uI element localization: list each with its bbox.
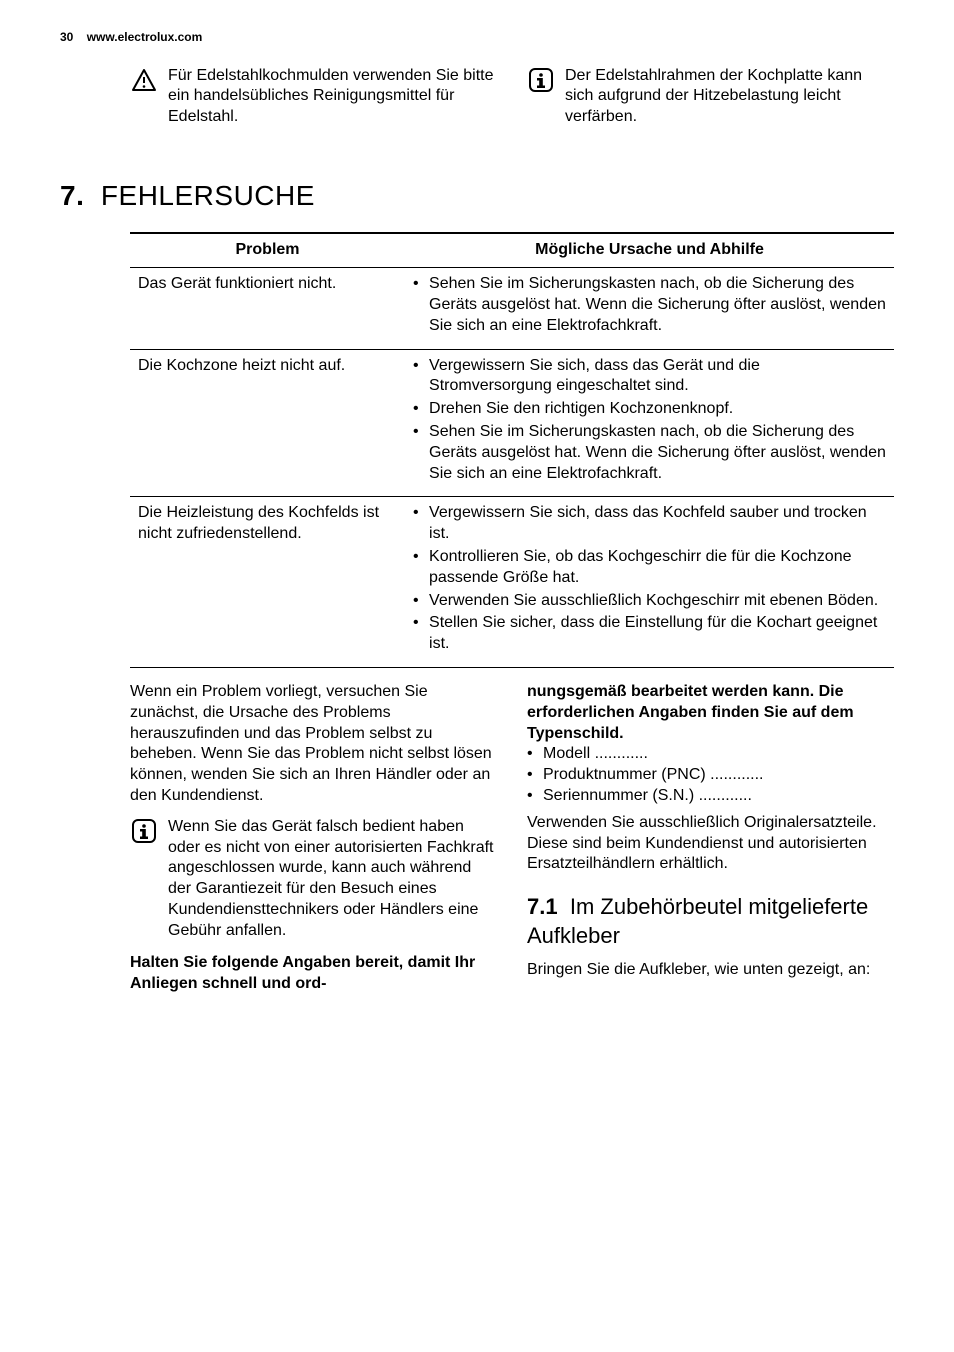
cell-problem: Die Kochzone heizt nicht auf. bbox=[130, 349, 405, 497]
page-header: 30 www.electrolux.com bbox=[60, 30, 894, 46]
list-item: Produktnummer (PNC) ............ bbox=[527, 765, 894, 786]
cause-item: Drehen Sie den richtigen Kochzonenknopf. bbox=[413, 399, 886, 420]
bold-lead-start: Halten Sie folgende Angaben bereit, dami… bbox=[130, 953, 497, 995]
required-info-list: Modell ............ Produktnummer (PNC) … bbox=[527, 744, 894, 806]
info-text-top: Der Edelstahlrahmen der Kochplatte kann … bbox=[565, 66, 894, 128]
info-note-top: Der Edelstahlrahmen der Kochplatte kann … bbox=[527, 66, 894, 128]
info-note-lower: Wenn Sie das Gerät falsch bedient haben … bbox=[130, 817, 497, 942]
right-para-last: Bringen Sie die Aufkleber, wie unten gez… bbox=[527, 960, 894, 981]
lower-columns: Wenn ein Problem vorliegt, versuchen Sie… bbox=[130, 682, 894, 995]
troubleshooting-table: Problem Mögliche Ursache und Abhilfe Das… bbox=[130, 232, 894, 668]
info-note-lower-text: Wenn Sie das Gerät falsch bedient haben … bbox=[168, 817, 497, 942]
cell-problem: Das Gerät funktioniert nicht. bbox=[130, 268, 405, 349]
top-notes-row: Für Edelstahlkochmulden verwenden Sie bi… bbox=[130, 66, 894, 128]
bold-lead-end: nungsgemäß bearbeitet werden kann. Die e… bbox=[527, 682, 894, 744]
cause-item: Kontrollieren Sie, ob das Kochgeschirr d… bbox=[413, 547, 886, 589]
left-column: Wenn ein Problem vorliegt, versuchen Sie… bbox=[130, 682, 497, 995]
cell-problem: Die Heizleistung des Kochfelds ist nicht… bbox=[130, 497, 405, 668]
right-column: nungsgemäß bearbeitet werden kann. Die e… bbox=[527, 682, 894, 995]
table-row: Die Kochzone heizt nicht auf. Vergewisse… bbox=[130, 349, 894, 497]
th-problem: Problem bbox=[130, 233, 405, 267]
list-item: Modell ............ bbox=[527, 744, 894, 765]
warning-note: Für Edelstahlkochmulden verwenden Sie bi… bbox=[130, 66, 497, 128]
page-number: 30 bbox=[60, 30, 73, 44]
header-url: www.electrolux.com bbox=[87, 30, 203, 44]
subsection-number: 7.1 bbox=[527, 894, 558, 919]
cause-item: Sehen Sie im Sicherungskasten nach, ob d… bbox=[413, 274, 886, 336]
table-row: Das Gerät funktioniert nicht. Sehen Sie … bbox=[130, 268, 894, 349]
warning-text: Für Edelstahlkochmulden verwenden Sie bi… bbox=[168, 66, 497, 128]
left-para1: Wenn ein Problem vorliegt, versuchen Sie… bbox=[130, 682, 497, 807]
cell-cause: Vergewissern Sie sich, dass das Kochfeld… bbox=[405, 497, 894, 668]
cause-item: Vergewissern Sie sich, dass das Kochfeld… bbox=[413, 503, 886, 545]
th-cause: Mögliche Ursache und Abhilfe bbox=[405, 233, 894, 267]
cell-cause: Sehen Sie im Sicherungskasten nach, ob d… bbox=[405, 268, 894, 349]
subsection-title: Im Zubehörbeutel mitgelieferte Aufkleber bbox=[527, 894, 868, 948]
cause-item: Verwenden Sie ausschließlich Kochgeschir… bbox=[413, 591, 886, 612]
section-heading: 7. FEHLERSUCHE bbox=[60, 178, 894, 214]
cause-item: Sehen Sie im Sicherungskasten nach, ob d… bbox=[413, 422, 886, 484]
info-icon bbox=[130, 817, 158, 845]
cause-item: Stellen Sie sicher, dass die Einstellung… bbox=[413, 613, 886, 655]
cause-item: Vergewissern Sie sich, dass das Gerät un… bbox=[413, 356, 886, 398]
section-number: 7. bbox=[60, 180, 84, 211]
info-icon bbox=[527, 66, 555, 94]
table-row: Die Heizleistung des Kochfelds ist nicht… bbox=[130, 497, 894, 668]
warning-icon bbox=[130, 66, 158, 94]
cell-cause: Vergewissern Sie sich, dass das Gerät un… bbox=[405, 349, 894, 497]
table-header-row: Problem Mögliche Ursache und Abhilfe bbox=[130, 233, 894, 267]
list-item: Seriennummer (S.N.) ............ bbox=[527, 786, 894, 807]
section-title: FEHLERSUCHE bbox=[101, 180, 315, 211]
subsection-heading: 7.1 Im Zubehörbeutel mitgelieferte Aufkl… bbox=[527, 893, 894, 950]
right-para-after: Verwenden Sie ausschließlich Originalers… bbox=[527, 813, 894, 875]
